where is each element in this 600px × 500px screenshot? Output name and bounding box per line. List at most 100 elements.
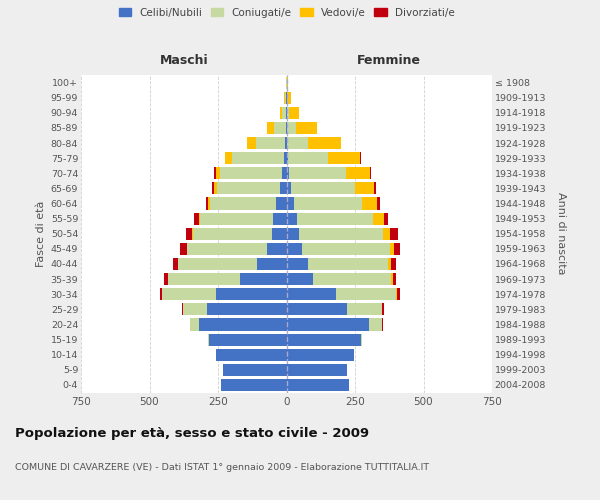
Bar [391,273,394,285]
Bar [200,212,274,224]
Bar [183,304,207,316]
Bar [292,182,355,194]
Bar [187,243,267,255]
Bar [373,212,384,224]
Bar [287,182,292,194]
Bar [337,288,396,300]
Bar [388,258,391,270]
Bar [187,228,192,240]
Bar [192,228,193,240]
Bar [287,152,328,164]
Bar [328,152,361,164]
Bar [164,273,168,285]
Bar [394,273,396,285]
Bar [287,212,297,224]
Bar [267,122,274,134]
Bar [240,273,287,285]
Bar [287,106,289,119]
Bar [377,198,380,209]
Bar [287,273,313,285]
Bar [284,152,287,164]
Bar [302,243,389,255]
Bar [308,258,388,270]
Bar [283,106,286,119]
Bar [208,198,210,209]
Bar [280,182,287,194]
Bar [285,92,286,104]
Bar [287,379,349,391]
Bar [287,243,302,255]
Bar [396,288,397,300]
Bar [190,318,199,330]
Bar [224,152,226,164]
Bar [287,318,369,330]
Bar [384,212,388,224]
Y-axis label: Anni di nascita: Anni di nascita [556,192,566,275]
Bar [383,228,390,240]
Bar [297,212,373,224]
Bar [180,243,187,255]
Bar [287,364,347,376]
Bar [287,92,291,104]
Bar [199,318,287,330]
Bar [207,304,287,316]
Bar [313,273,391,285]
Bar [370,167,371,179]
Bar [220,167,282,179]
Bar [274,122,286,134]
Bar [390,228,398,240]
Legend: Celibi/Nubili, Coniugati/e, Vedovi/e, Divorziati/e: Celibi/Nubili, Coniugati/e, Vedovi/e, Di… [119,8,455,18]
Bar [287,258,308,270]
Bar [374,182,376,194]
Bar [397,288,400,300]
Bar [287,288,337,300]
Bar [299,228,383,240]
Bar [163,288,216,300]
Bar [223,364,287,376]
Bar [193,228,272,240]
Bar [210,198,276,209]
Bar [296,122,317,134]
Bar [272,228,287,240]
Bar [361,334,362,345]
Bar [274,212,287,224]
Bar [284,92,285,104]
Bar [182,304,183,316]
Bar [221,379,287,391]
Bar [212,182,214,194]
Bar [391,258,396,270]
Bar [382,304,384,316]
Bar [256,137,285,149]
Text: COMUNE DI CAVARZERE (VE) - Dati ISTAT 1° gennaio 2009 - Elaborazione TUTTITALIA.: COMUNE DI CAVARZERE (VE) - Dati ISTAT 1°… [15,462,429,471]
Bar [282,167,287,179]
Bar [394,243,400,255]
Bar [362,198,377,209]
Bar [217,182,280,194]
Bar [214,167,215,179]
Bar [232,152,284,164]
Bar [389,243,394,255]
Bar [308,137,341,149]
Bar [369,318,382,330]
Bar [287,334,361,345]
Bar [287,348,355,361]
Bar [287,304,347,316]
Bar [226,152,232,164]
Bar [280,106,283,119]
Bar [214,182,217,194]
Bar [267,243,287,255]
Bar [247,137,256,149]
Bar [346,167,370,179]
Bar [257,258,287,270]
Bar [347,304,382,316]
Bar [287,122,296,134]
Bar [178,258,257,270]
Bar [206,198,208,209]
Bar [289,167,346,179]
Bar [208,334,209,345]
Bar [199,212,200,224]
Bar [215,167,220,179]
Bar [160,288,163,300]
Text: Femmine: Femmine [357,54,421,66]
Bar [285,137,287,149]
